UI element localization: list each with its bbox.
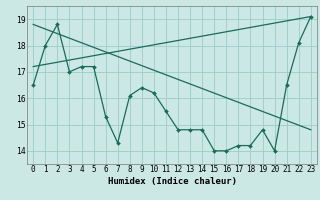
X-axis label: Humidex (Indice chaleur): Humidex (Indice chaleur) xyxy=(108,177,236,186)
